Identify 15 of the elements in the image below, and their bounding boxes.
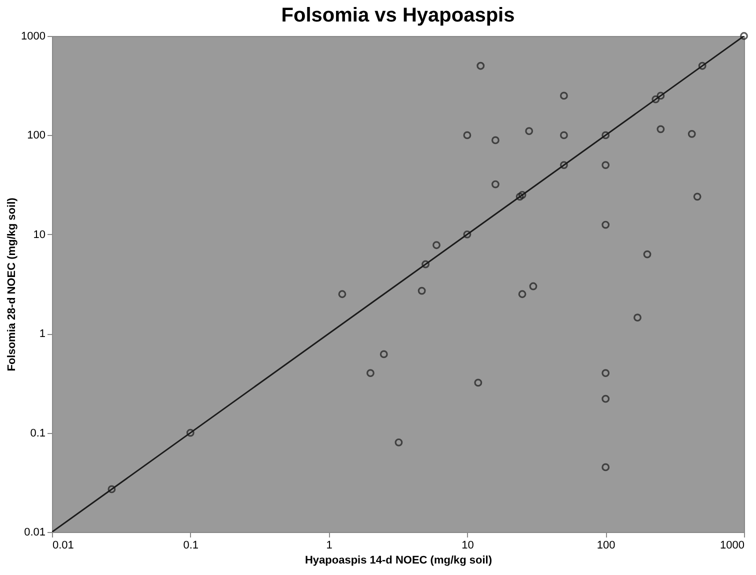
x-tick-label: 100 (596, 540, 616, 552)
y-axis-title: Folsomia 28-d NOEC (mg/kg soil) (6, 197, 18, 372)
x-tick-label: 1000 (720, 540, 744, 552)
x-tick-label: 1 (326, 540, 332, 552)
x-tick-label: 0.01 (52, 540, 74, 552)
x-tick-label: 0.1 (183, 540, 199, 552)
x-tick-label: 10 (462, 540, 474, 552)
chart-title: Folsomia vs Hyapoaspis (281, 4, 515, 27)
y-tick-label: 100 (27, 130, 46, 142)
y-tick-label: 1000 (21, 30, 46, 42)
y-tick-label: 10 (33, 228, 46, 241)
x-axis-title: Hyapoaspis 14-d NOEC (mg/kg soil) (304, 554, 492, 566)
y-tick-label: 0.1 (30, 427, 46, 440)
y-tick-label: 0.01 (24, 526, 46, 538)
y-tick-label: 1 (39, 328, 46, 340)
